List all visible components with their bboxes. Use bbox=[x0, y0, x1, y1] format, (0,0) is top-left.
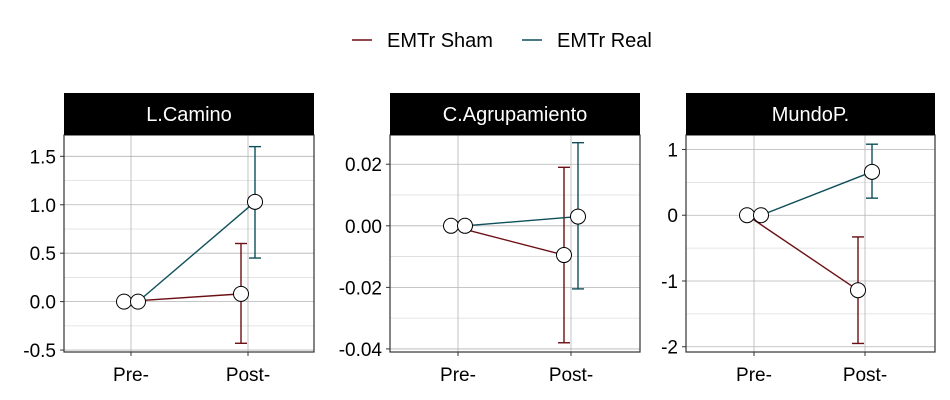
facet-title: L.Camino bbox=[146, 104, 232, 126]
legend: EMTr Sham EMTr Real bbox=[352, 30, 652, 52]
data-point-real bbox=[753, 207, 769, 224]
data-point-real bbox=[864, 163, 880, 180]
y-tick-label: -1 bbox=[661, 272, 678, 293]
data-point-sham bbox=[850, 282, 866, 299]
plot-background bbox=[686, 135, 935, 352]
y-tick-label: 0 bbox=[667, 206, 678, 227]
data-point-sham bbox=[556, 247, 572, 264]
facet-title: MundoP. bbox=[772, 104, 849, 126]
series-line bbox=[746, 214, 859, 291]
data-point-sham bbox=[116, 293, 132, 310]
x-tick-label: Pre- bbox=[736, 365, 772, 386]
y-tick-label: 0.00 bbox=[345, 217, 382, 238]
data-point-sham bbox=[739, 207, 755, 224]
plot-background bbox=[64, 135, 314, 352]
data-point-real bbox=[457, 217, 473, 234]
facet-title: C.Agrupamiento bbox=[443, 104, 588, 126]
plot-background bbox=[390, 135, 640, 352]
panel-2: C.Agrupamiento -0.04 -0.02 0.00 0.02 Pre- Post… bbox=[339, 93, 641, 386]
y-tick-label: -0.5 bbox=[23, 341, 56, 362]
y-tick-label: 1 bbox=[667, 140, 678, 161]
series-line bbox=[464, 215, 579, 227]
data-point-real bbox=[570, 208, 586, 225]
series-line bbox=[137, 201, 256, 303]
legend-label-sham: EMTr Sham bbox=[387, 30, 493, 52]
data-point-real bbox=[247, 193, 263, 210]
x-tick-label: Pre- bbox=[113, 365, 149, 386]
y-tick-label: 0.02 bbox=[345, 155, 382, 176]
x-tick-label: Post- bbox=[843, 365, 887, 386]
y-tick-label: 1.5 bbox=[30, 147, 56, 168]
facet-strip bbox=[686, 93, 935, 135]
y-tick-label: -0.02 bbox=[339, 278, 382, 299]
y-tick-label: 0.5 bbox=[30, 244, 56, 265]
y-tick-label: 0.0 bbox=[30, 293, 56, 314]
y-tick-label: -2 bbox=[661, 338, 678, 359]
x-tick-label: Post- bbox=[549, 365, 593, 386]
facet-strip bbox=[64, 93, 314, 135]
data-point-sham bbox=[443, 217, 459, 234]
y-tick-label: -0.04 bbox=[339, 340, 383, 361]
x-tick-label: Pre- bbox=[440, 365, 476, 386]
panel-1: L.Camino -0.5 0.0 0.5 1.0 1.5 Pre- Post- bbox=[23, 93, 315, 386]
data-point-real bbox=[130, 293, 146, 310]
panel-3: MundoP. -2 -1 0 1 Pre- Post- bbox=[661, 93, 936, 386]
facet-strip bbox=[390, 93, 640, 135]
data-point-sham bbox=[233, 285, 249, 302]
legend-label-real: EMTr Real bbox=[557, 30, 652, 52]
series-line bbox=[760, 171, 873, 216]
y-tick-label: 1.0 bbox=[30, 196, 56, 217]
x-tick-label: Post- bbox=[226, 365, 270, 386]
